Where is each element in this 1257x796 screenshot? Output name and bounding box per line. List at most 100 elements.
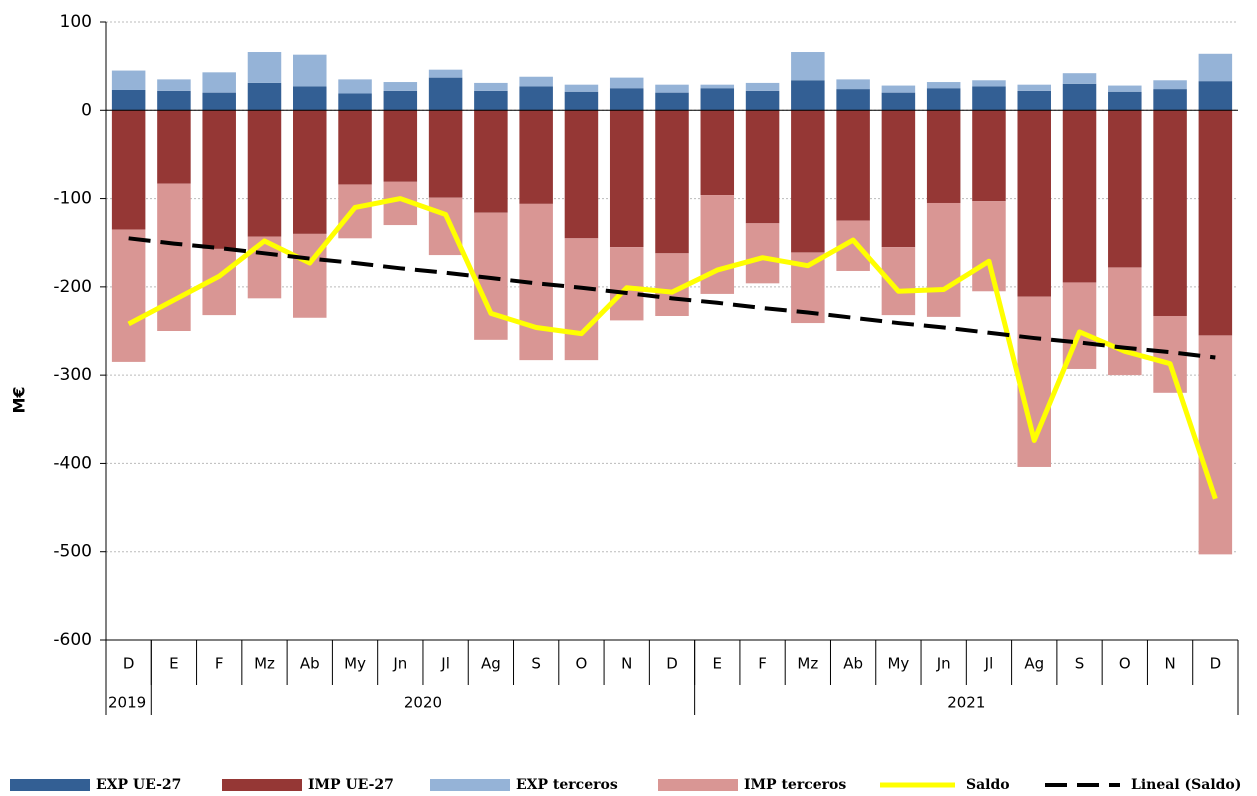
bar <box>519 110 553 204</box>
group-label: 2019 <box>108 694 146 712</box>
bar <box>338 110 372 185</box>
bar <box>926 110 961 203</box>
bar <box>1017 90 1051 111</box>
bar <box>564 84 599 92</box>
bar <box>247 110 282 237</box>
bar <box>564 91 599 111</box>
x-tick-label: Jn <box>936 655 951 673</box>
bar <box>836 110 870 221</box>
bar <box>428 197 463 256</box>
bar <box>791 110 825 253</box>
bar <box>1017 110 1051 297</box>
bar <box>836 89 870 111</box>
bar <box>745 223 780 284</box>
bar <box>609 88 644 111</box>
x-tick-label: Ag <box>1024 655 1044 673</box>
x-tick-label: D <box>123 655 135 673</box>
bar <box>1198 53 1233 82</box>
bar <box>1108 91 1142 111</box>
y-tick-label: -200 <box>53 277 92 297</box>
bar <box>1108 85 1142 92</box>
bar <box>881 92 916 111</box>
bar <box>383 110 418 182</box>
trend-line <box>128 236 1216 360</box>
bar <box>383 90 418 111</box>
bar <box>247 82 282 111</box>
x-tick-label: S <box>531 655 541 673</box>
x-tick-label: N <box>621 655 632 673</box>
x-tick-label: Ag <box>481 655 501 673</box>
bar <box>972 201 1006 292</box>
bar <box>202 72 236 93</box>
bar <box>972 80 1006 87</box>
x-tick-label: O <box>576 655 588 673</box>
bar <box>111 110 146 230</box>
bar <box>428 69 463 78</box>
bar <box>655 110 689 254</box>
bar <box>428 110 463 198</box>
bar <box>926 88 961 111</box>
legend-swatch <box>222 779 302 791</box>
bar <box>474 90 508 111</box>
bar <box>700 195 735 294</box>
x-tick-label: Mz <box>254 655 275 673</box>
legend-swatch <box>658 779 738 791</box>
bar <box>1062 83 1097 111</box>
bar <box>972 110 1006 202</box>
bar <box>700 110 735 196</box>
bar <box>655 92 689 111</box>
legend-label: Lineal (Saldo) <box>1131 777 1241 793</box>
legend-label: Saldo <box>966 777 1010 793</box>
x-tick-label: O <box>1119 655 1131 673</box>
bar <box>202 92 236 111</box>
bar <box>1108 267 1142 376</box>
bar <box>428 77 463 111</box>
bar <box>293 110 327 234</box>
bar <box>700 88 735 111</box>
y-tick-label: -400 <box>53 453 92 473</box>
y-tick-label: 100 <box>60 12 92 32</box>
bar <box>881 110 916 248</box>
bar <box>383 82 418 91</box>
group-label: 2020 <box>404 694 442 712</box>
x-tick-label: Mz <box>797 655 818 673</box>
bar <box>111 89 146 111</box>
x-tick-label: E <box>169 655 178 673</box>
bar <box>609 110 644 248</box>
legend-swatch <box>430 779 510 791</box>
legend-swatch <box>10 779 90 791</box>
bar <box>791 80 825 111</box>
bar <box>157 90 191 111</box>
x-tick-label: D <box>666 655 678 673</box>
group-label: 2021 <box>947 694 985 712</box>
x-tick-label: My <box>344 655 366 673</box>
bar <box>474 82 508 91</box>
legend-label: IMP terceros <box>744 777 846 793</box>
x-tick-label: Jn <box>392 655 407 673</box>
bar <box>293 54 327 87</box>
bar <box>519 76 553 87</box>
x-tick-label: Ab <box>843 655 863 673</box>
bar <box>157 79 191 91</box>
bar <box>745 110 780 224</box>
bar <box>1198 335 1233 555</box>
bar <box>338 93 372 111</box>
bar <box>836 79 870 90</box>
bar <box>745 90 780 111</box>
bar <box>1108 110 1142 268</box>
bar <box>564 110 599 239</box>
y-tick-label: -300 <box>53 365 92 385</box>
x-tick-label: F <box>758 655 767 673</box>
bar <box>1198 110 1233 336</box>
bar <box>609 247 644 321</box>
bar <box>202 110 236 249</box>
y-axis-label: M€ <box>10 386 29 413</box>
bar <box>609 77 644 89</box>
bar <box>1062 73 1097 84</box>
bar <box>111 229 146 362</box>
line <box>127 196 1218 500</box>
bar <box>791 52 825 81</box>
bar <box>700 84 735 89</box>
bar <box>519 86 553 111</box>
